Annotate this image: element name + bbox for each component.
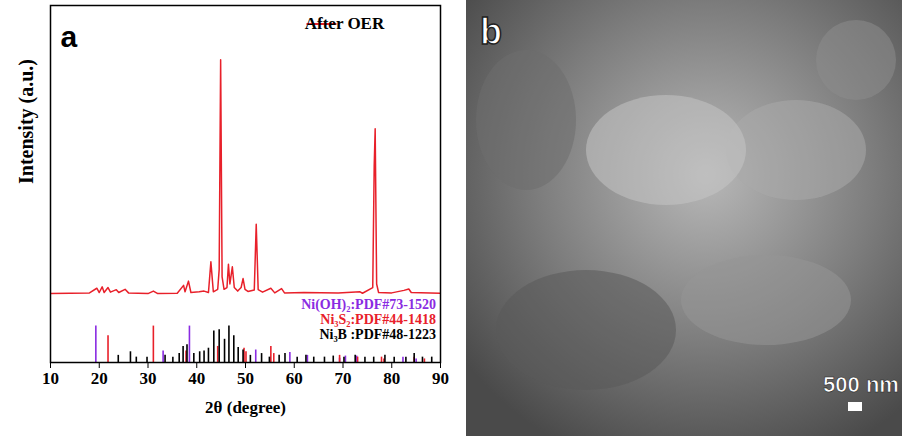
svg-text:40: 40 xyxy=(188,369,205,388)
svg-text:70: 70 xyxy=(335,369,352,388)
svg-text:Ni(OH)₂:PDF#73-1520: Ni(OH)₂:PDF#73-1520 xyxy=(301,297,436,313)
svg-text:500 nm: 500 nm xyxy=(823,372,899,397)
svg-text:Intensity (a.u.): Intensity (a.u.) xyxy=(15,59,38,184)
svg-text:60: 60 xyxy=(286,369,303,388)
svg-text:a: a xyxy=(61,20,78,53)
svg-text:20: 20 xyxy=(91,369,108,388)
svg-text:After OER: After OER xyxy=(305,14,385,33)
svg-text:b: b xyxy=(480,11,502,52)
svg-text:50: 50 xyxy=(237,369,254,388)
svg-text:2θ (degree): 2θ (degree) xyxy=(205,398,286,417)
svg-text:10: 10 xyxy=(42,369,59,388)
svg-text:80: 80 xyxy=(383,369,400,388)
svg-text:Ni₃B :PDF#48-1223: Ni₃B :PDF#48-1223 xyxy=(319,327,436,342)
svg-text:30: 30 xyxy=(140,369,157,388)
svg-text:Ni₃S₂:PDF#44-1418: Ni₃S₂:PDF#44-1418 xyxy=(320,312,436,327)
svg-text:90: 90 xyxy=(432,369,449,388)
